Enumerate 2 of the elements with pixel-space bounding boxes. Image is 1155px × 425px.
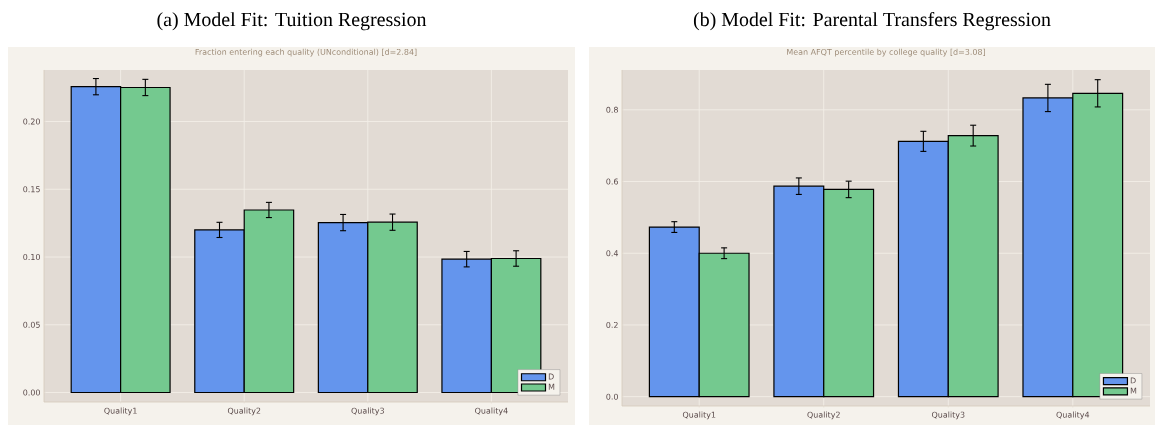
chart-title: (a) Model Fit: Tuition Regression [157,12,427,31]
chart-title: (b) Model Fit: Parental Transfers Regression [693,11,1051,31]
